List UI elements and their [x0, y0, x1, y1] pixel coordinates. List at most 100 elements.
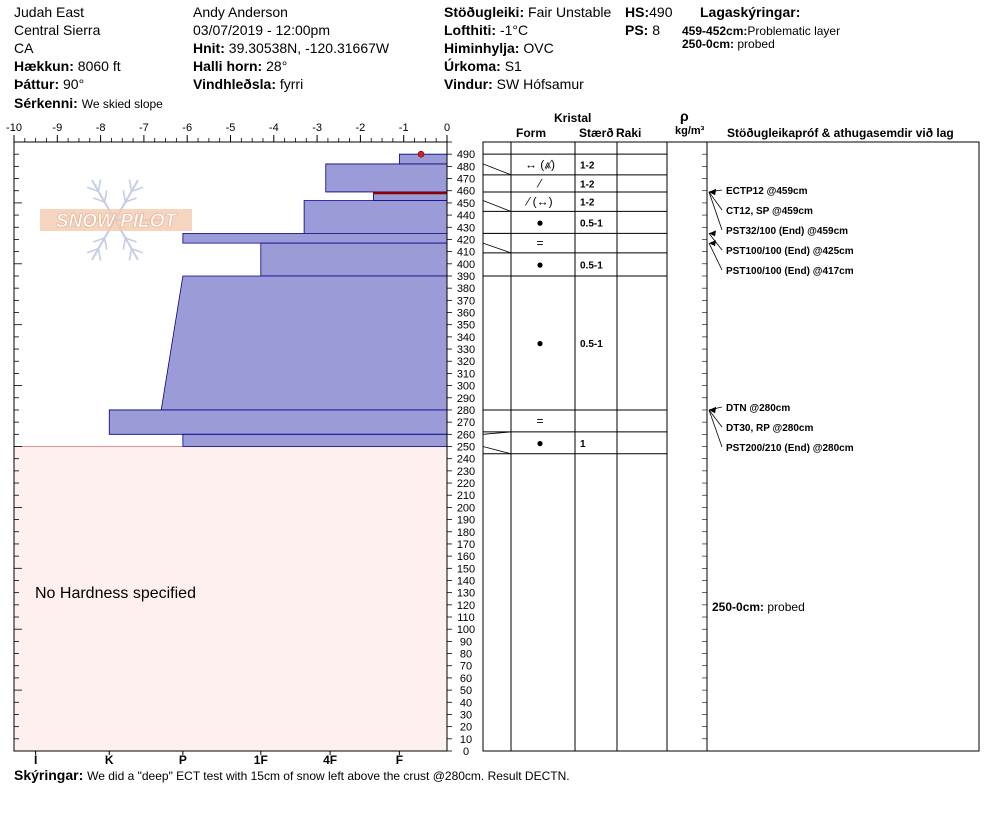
- snowflake-branch: [97, 248, 102, 261]
- wind-loading-label: Vindhleðsla:: [193, 76, 276, 92]
- probed-region-layer: [13, 446, 448, 752]
- depth-label: 70: [460, 661, 472, 673]
- snowflake-branch: [131, 186, 144, 193]
- wind-loading-value: fyrri: [279, 76, 304, 92]
- stability-label: Stöðugleiki:: [444, 4, 525, 20]
- aspect: Þáttur: 90°: [14, 76, 84, 92]
- depth-label: 60: [460, 673, 472, 685]
- snowflake-branch: [103, 190, 108, 203]
- coords-value: 39.30538N, -120.31667W: [228, 40, 390, 56]
- hardness-layer: [325, 163, 448, 193]
- legend-item: 250-0cm: probed: [682, 37, 775, 51]
- legend-item: 459-452cm:Problematic layer: [682, 24, 840, 38]
- legend-text: Problematic layer: [747, 24, 841, 38]
- depth-label: 110: [457, 612, 475, 624]
- depth-label: 80: [460, 649, 472, 661]
- test-arrowhead: [709, 188, 716, 195]
- snow-profile-chart: SNOW PILOT -10 -9 -8 -7 -6 -5 -4 -3 -2 -1 0I K P 1F 4F…: [6, 122, 980, 767]
- grain-form: ⁄: [536, 176, 543, 190]
- hs-label: HS:: [625, 4, 650, 20]
- grain-form: ⁄ (↔): [524, 195, 552, 209]
- depth-label: 140: [457, 575, 475, 587]
- depth-label: 480: [457, 161, 475, 173]
- grain-size: 0.5-1: [580, 218, 603, 229]
- comments-label: Skýringar:: [14, 767, 84, 783]
- hardness-layers: [108, 150, 448, 447]
- density-unit: kg/m³: [675, 125, 705, 137]
- grain-form: ●: [536, 257, 543, 271]
- snowflake-branch: [93, 237, 105, 243]
- test-arrow: [708, 409, 723, 448]
- wind-label: Vindur:: [444, 76, 493, 92]
- grain-connector: [482, 446, 512, 455]
- comments: Skýringar: We did a "deep" ECT test with…: [14, 767, 570, 784]
- aspect-value: 90°: [63, 76, 85, 92]
- snowflake-branch: [103, 237, 108, 250]
- depth-label: 410: [457, 247, 475, 259]
- depth-label: 490: [457, 149, 475, 161]
- grain-form: ●: [536, 336, 543, 350]
- probed-comment-key: 250-0cm:: [712, 600, 765, 614]
- snowflake-branch: [131, 247, 144, 254]
- test-arrow: [708, 409, 723, 428]
- logo-banner: [40, 209, 192, 231]
- snowflake-branch: [128, 179, 133, 192]
- state: CA: [14, 40, 34, 56]
- hardness-tick-label: -5: [226, 122, 236, 134]
- hand-hardness-label: 1F: [254, 753, 268, 767]
- depth-label: 340: [457, 332, 475, 344]
- ps-value: 8: [652, 22, 661, 38]
- depth-label: 320: [457, 356, 475, 368]
- observer: Andy Anderson: [193, 4, 288, 20]
- snowflake-branch: [128, 248, 133, 261]
- depth-label: 400: [457, 259, 475, 271]
- depth-label: 380: [457, 283, 475, 295]
- snowflake-branch: [125, 197, 137, 203]
- depth-label: 240: [457, 454, 475, 466]
- legend-title: Lagaskýringar:: [700, 4, 801, 20]
- probed-region: [13, 446, 448, 752]
- precip-label: Úrkoma:: [444, 58, 501, 74]
- depth-label: 30: [460, 709, 472, 721]
- slope: Halli horn: 28°: [193, 58, 287, 74]
- stability: Stöðugleiki: Fair Unstable: [444, 4, 611, 20]
- specifics: Sérkenni: We skied slope: [14, 95, 163, 112]
- legend-key: 459-452cm:: [682, 24, 748, 38]
- depth-label: 260: [457, 429, 475, 441]
- grain-form: ●: [536, 215, 543, 229]
- depth-label: 280: [457, 405, 475, 417]
- range: Central Sierra: [14, 22, 101, 38]
- precip-value: S1: [504, 58, 522, 74]
- air-temp: Lofthiti: -1°C: [444, 22, 528, 38]
- comments-value: We did a "deep" ECT test with 15cm of sn…: [87, 769, 570, 783]
- slope-label: Halli horn:: [193, 58, 263, 74]
- coords: Hnit: 39.30538N, -120.31667W: [193, 40, 389, 56]
- grain-size: 1-2: [580, 161, 595, 172]
- test-label: PST32/100 (End) @459cm: [726, 226, 848, 237]
- grain-form: =: [536, 236, 543, 250]
- test-arrow: [708, 191, 723, 231]
- probed-comment-text: probed: [767, 600, 805, 614]
- depth-label: 310: [457, 368, 475, 380]
- form-header: Form: [516, 126, 546, 140]
- hs: HS:490: [625, 4, 672, 20]
- test-arrowhead: [709, 240, 716, 247]
- grain-connector: [482, 242, 512, 254]
- snowflake-branch: [125, 237, 137, 243]
- depth-label: 390: [457, 271, 475, 283]
- depth-label: 90: [460, 636, 472, 648]
- depth-label: 350: [457, 320, 475, 332]
- depth-label: 190: [457, 515, 475, 527]
- crystal-header: Kristal: [554, 111, 592, 125]
- moisture-header: Raki: [616, 126, 642, 140]
- depth-label: 130: [457, 588, 475, 600]
- snowflake-branch: [122, 190, 127, 203]
- grain-size: 1: [580, 439, 586, 450]
- test-label: ECTP12 @459cm: [726, 186, 808, 197]
- hardness-layer: [160, 275, 448, 411]
- test-label: DTN @280cm: [726, 403, 790, 414]
- specifics-label: Sérkenni:: [14, 95, 78, 111]
- density-symbol: ρ: [680, 108, 689, 124]
- hand-hardness-label: P: [179, 753, 187, 767]
- test-label: PST100/100 (End) @425cm: [726, 246, 854, 257]
